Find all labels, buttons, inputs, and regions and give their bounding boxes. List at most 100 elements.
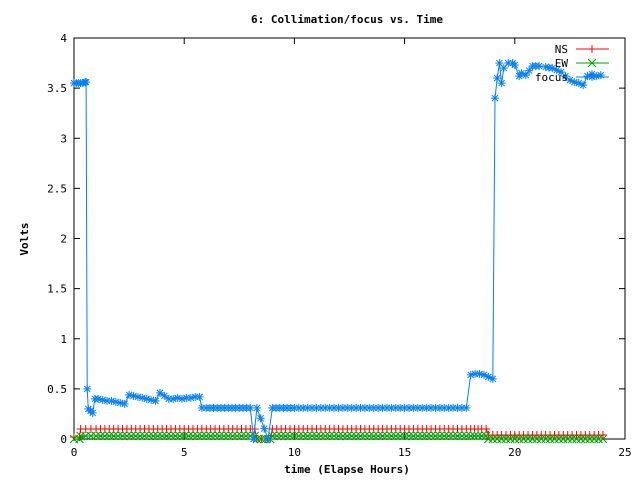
- series-ew-point: [223, 431, 233, 441]
- series-ew-point: [426, 431, 436, 441]
- legend-marker-ns: [588, 45, 596, 53]
- series-ew-point: [550, 434, 559, 444]
- legend-marker-ew: [587, 58, 597, 68]
- series-focus-point: [88, 408, 97, 417]
- series-ew-point: [184, 431, 193, 441]
- series-ew-point: [580, 434, 590, 444]
- series-focus-point: [521, 71, 530, 80]
- y-tick-label: 2: [60, 233, 67, 246]
- series-ew-point: [572, 434, 581, 444]
- series-ew-point: [193, 431, 202, 441]
- series-ew-point: [104, 431, 114, 441]
- series-ew-point: [413, 431, 423, 441]
- series-ew-point: [506, 434, 515, 444]
- series-focus-point: [82, 78, 91, 87]
- series-ew-point: [492, 434, 502, 444]
- series-ew-point: [75, 434, 84, 444]
- series-ew-point: [162, 431, 171, 441]
- series-ew-point: [501, 434, 511, 444]
- series-ew-point: [206, 431, 216, 441]
- series-ew-point: [356, 431, 365, 441]
- series-ew-point: [140, 431, 149, 441]
- legend-label-ns: NS: [555, 43, 568, 56]
- chart-title: 6: Collimation/focus vs. Time: [251, 13, 443, 26]
- series-ew-point: [276, 431, 286, 441]
- series-ew-point: [373, 431, 383, 441]
- legend-marker-focus: [588, 73, 596, 81]
- series-focus-point: [98, 395, 107, 404]
- series-ew-point: [558, 434, 568, 444]
- series-ew-point: [448, 431, 458, 441]
- series-focus-point: [120, 399, 129, 408]
- plot-area-frame: [73, 37, 626, 440]
- series-ns-point: [482, 424, 491, 433]
- series-ew-point: [91, 431, 101, 441]
- series-ew-point: [228, 431, 238, 441]
- series-ew-point: [528, 434, 537, 444]
- series-ew-point: [554, 434, 564, 444]
- series-ew-point: [201, 431, 211, 441]
- series-ew-point: [171, 431, 180, 441]
- series-ew-point: [387, 431, 396, 441]
- series-ew-point: [96, 431, 105, 441]
- y-tick-label: 3: [60, 132, 67, 145]
- series-focus-point: [151, 396, 160, 405]
- series-ew-point: [567, 434, 577, 444]
- series-ew-point: [210, 431, 220, 441]
- series-ew-point: [188, 431, 198, 441]
- series-focus-point: [256, 414, 265, 423]
- series-ew-point: [303, 431, 312, 441]
- series-focus-point: [249, 435, 258, 443]
- series-ew-point: [461, 431, 471, 441]
- series-ew-point: [290, 431, 299, 441]
- series-ew-point: [166, 431, 176, 441]
- series-ew-point: [466, 431, 476, 441]
- series-ew-point: [157, 431, 167, 441]
- series-focus-point: [525, 66, 534, 75]
- series-ew-point: [100, 431, 110, 441]
- series-focus-point: [173, 393, 182, 402]
- y-tick-label: 2.5: [47, 182, 67, 195]
- x-axis-label: time (Elapse Hours): [284, 463, 410, 476]
- series-focus-point: [579, 81, 588, 90]
- series-ew: [69, 431, 608, 444]
- series-ew-point: [545, 434, 555, 444]
- series-ew-point: [334, 431, 343, 441]
- series-ew-point: [364, 431, 374, 441]
- x-tick-label: 15: [398, 446, 411, 459]
- x-tick-label: 10: [288, 446, 301, 459]
- series-ew-point: [237, 431, 246, 441]
- series-ew-point: [135, 431, 145, 441]
- series-focus-line: [74, 62, 601, 440]
- y-tick-label: 3.5: [47, 82, 67, 95]
- series-focus-point: [596, 71, 605, 80]
- series-ew-point: [342, 431, 352, 441]
- series-ew-point: [444, 431, 454, 441]
- series-ew-point: [453, 431, 462, 441]
- series-ew-point: [316, 431, 326, 441]
- legend-label-focus: focus: [535, 71, 568, 84]
- series-ew-point: [126, 431, 136, 441]
- series-ew-point: [422, 431, 431, 441]
- legend-label-ew: EW: [555, 57, 569, 70]
- series-ew-point: [576, 434, 586, 444]
- y-tick-label: 0: [60, 433, 67, 446]
- x-tick-label: 25: [618, 446, 631, 459]
- y-axis-label: Volts: [18, 222, 31, 255]
- series-ew-point: [417, 431, 427, 441]
- x-tick-label: 0: [71, 446, 78, 459]
- series-focus-point: [252, 403, 261, 412]
- series-ew-point: [312, 431, 321, 441]
- series-focus-point: [83, 384, 92, 393]
- series-ew-point: [294, 431, 304, 441]
- series-ew-point: [431, 431, 440, 441]
- series-ew-point: [109, 431, 119, 441]
- series-ew-point: [519, 434, 528, 444]
- y-axis: 0 0.5 1 1.5 2 2.5 3 3.5 4: [47, 32, 625, 446]
- series-ew-point: [483, 434, 493, 444]
- series-ew-point: [232, 431, 242, 441]
- series-focus-point: [195, 392, 204, 401]
- series-ew-point: [439, 431, 449, 441]
- series-ew-point: [536, 434, 546, 444]
- series-ew-point: [470, 431, 479, 441]
